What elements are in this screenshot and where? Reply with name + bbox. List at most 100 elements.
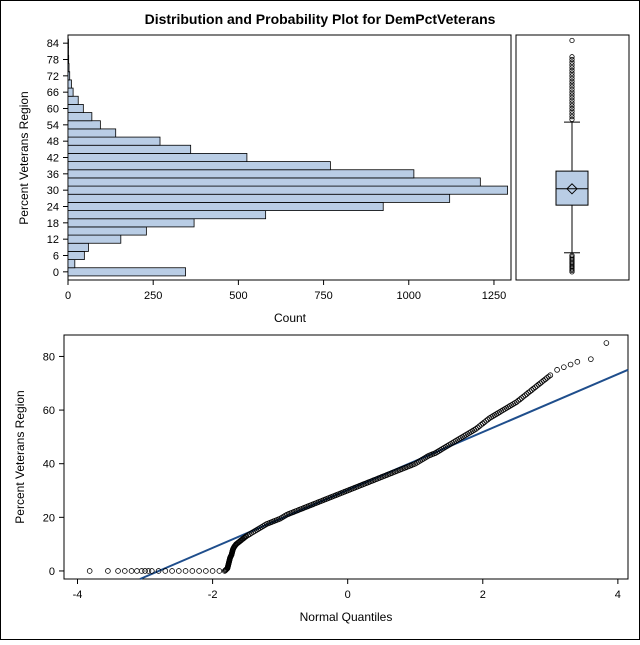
data-point [478, 422, 484, 428]
data-point [513, 399, 520, 405]
y-tick-label: 30 [47, 185, 59, 197]
outlier-point [569, 84, 575, 90]
probability-y-axis: 0 20 40 60 80 [43, 351, 64, 578]
mean-marker [566, 183, 578, 195]
data-point [540, 377, 547, 384]
data-point [105, 568, 111, 574]
histogram-bar [67, 234, 122, 244]
histogram-bar [67, 185, 508, 195]
data-point [138, 568, 145, 574]
data-point [523, 391, 530, 397]
histogram-bar [67, 112, 93, 122]
data-point [603, 340, 610, 346]
data-point [176, 568, 182, 574]
histogram-bar [67, 226, 147, 236]
y-tick-label: 66 [47, 87, 59, 99]
y-tick-label: 20 [43, 512, 55, 524]
histogram-bars [67, 38, 508, 277]
x-tick-label: 4 [615, 589, 621, 601]
data-point [479, 420, 486, 427]
histogram-y-axis-label: Percent Veterans Region [17, 91, 31, 224]
histogram-bar [67, 218, 195, 228]
data-point [530, 385, 537, 392]
data-point [162, 568, 169, 574]
histogram-y-axis: 0 6 12 18 24 30 36 42 48 54 60 66 72 78 84 [47, 38, 68, 279]
y-tick-label: 72 [47, 71, 59, 83]
data-point [534, 383, 540, 389]
data-point [481, 419, 488, 425]
boxplot-frame [515, 34, 630, 281]
outlier-point [569, 116, 575, 122]
data-point [182, 568, 189, 574]
y-tick-label: 24 [47, 202, 59, 214]
probability-plot-panel: -4 -2 0 2 4 0 20 40 60 80 Normal Quantiles Perce… [13, 334, 629, 624]
histogram-panel: 0 250 500 750 1000 1250 0 6 12 18 24 30 36 42 48 54 60 6… [17, 34, 512, 325]
histogram-bar [67, 210, 267, 220]
y-tick-label: 40 [43, 459, 55, 471]
histogram-x-axis-label: Count [274, 311, 307, 325]
probability-y-axis-label: Percent Veterans Region [13, 390, 27, 523]
outlier-point [569, 65, 575, 71]
histogram-bar [67, 153, 248, 162]
data-point [574, 359, 581, 365]
data-point [142, 568, 148, 574]
data-point [216, 568, 223, 574]
histogram-bar [67, 259, 76, 269]
data-point [561, 364, 567, 370]
data-point [535, 381, 542, 388]
x-tick-label: 250 [144, 290, 162, 302]
data-point [537, 380, 543, 387]
data-point [473, 426, 479, 432]
data-point [483, 418, 489, 424]
data-point [588, 356, 594, 362]
histogram-bar [67, 38, 69, 48]
outlier-point [569, 108, 575, 114]
histogram-bar [67, 177, 481, 187]
data-point [539, 379, 545, 385]
boxplot-marks [555, 37, 589, 275]
outlier-point [569, 100, 575, 106]
boxplot-panel [515, 34, 630, 281]
histogram-bar [67, 202, 384, 211]
y-tick-label: 18 [47, 218, 59, 230]
data-point [476, 423, 483, 429]
outlier-point [569, 78, 575, 84]
histogram-x-axis: 0 250 500 750 1000 1250 [65, 280, 506, 302]
data-point [542, 376, 549, 383]
y-tick-label: 0 [49, 566, 55, 578]
histogram-bar [67, 267, 186, 277]
data-point [518, 395, 525, 401]
histogram-bar [67, 251, 85, 260]
histogram-bar [67, 242, 89, 252]
y-tick-label: 78 [47, 55, 59, 67]
histogram-bar [67, 120, 101, 130]
y-tick-label: 36 [47, 169, 59, 181]
data-point [522, 392, 528, 399]
x-tick-label: -4 [73, 589, 83, 601]
y-tick-label: 6 [53, 251, 59, 263]
outlier-point [569, 103, 575, 109]
outlier-point [569, 62, 575, 68]
probability-plot-frame [63, 334, 629, 580]
x-tick-label: 1250 [482, 290, 506, 302]
histogram-bar [67, 136, 161, 146]
outlier-point [569, 252, 575, 259]
y-tick-label: 12 [47, 234, 59, 246]
data-point [567, 361, 574, 368]
outlier-point [569, 89, 575, 95]
chart-title: Distribution and Probability Plot for De… [145, 11, 496, 27]
data-point [149, 568, 155, 574]
histogram-bar [67, 63, 70, 73]
y-tick-label: 80 [43, 351, 55, 363]
histogram-bar [67, 79, 72, 89]
histogram-bar [67, 104, 84, 113]
probability-x-axis: -4 -2 0 2 4 [73, 579, 621, 601]
data-point [532, 384, 538, 391]
data-point [528, 387, 535, 393]
data-point [155, 568, 162, 574]
y-tick-label: 54 [47, 120, 59, 132]
x-tick-label: 750 [314, 290, 332, 302]
outlier-point [569, 75, 575, 82]
